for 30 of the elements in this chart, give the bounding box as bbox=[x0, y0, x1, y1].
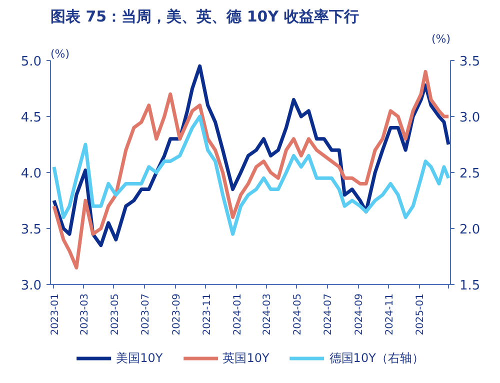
chart-title: 图表 75：当周，美、英、德 10Y 收益率下行 bbox=[50, 8, 359, 26]
y-tick-label: 3.0 bbox=[20, 278, 42, 294]
y2-tick-label: 3.5 bbox=[460, 54, 480, 70]
x-tick-label: 2023-01 bbox=[50, 293, 61, 336]
y-tick-label: 3.5 bbox=[20, 222, 42, 238]
x-tick-label: 2023-11 bbox=[202, 293, 213, 336]
y-axis-title: (%) bbox=[50, 48, 70, 60]
x-tick-label: 2023-03 bbox=[79, 293, 90, 336]
x-tick-label: 2023-07 bbox=[140, 293, 152, 336]
y2-tick-label: 2.5 bbox=[460, 166, 480, 182]
legend-label: 美国10Y bbox=[116, 350, 163, 366]
y2-tick-label: 1.5 bbox=[460, 278, 480, 294]
y-tick-label: 5.0 bbox=[20, 54, 42, 70]
y2-axis-title: (%) bbox=[431, 32, 451, 46]
x-tick-label: 2024-07 bbox=[323, 293, 334, 336]
y2-tick-label: 2.0 bbox=[460, 222, 480, 238]
legend-label: 德国10Y（右轴） bbox=[329, 350, 424, 366]
legend-label: 英国10Y bbox=[222, 350, 270, 366]
y-tick-label: 4.0 bbox=[20, 166, 42, 182]
x-tick-label: 2024-01 bbox=[232, 293, 244, 336]
line-series bbox=[52, 114, 450, 236]
x-tick-label: 2024-11 bbox=[384, 293, 396, 336]
x-tick-label: 2024-09 bbox=[354, 293, 366, 336]
y-tick-label: 4.5 bbox=[20, 110, 42, 126]
x-tick-label: 2023-05 bbox=[110, 293, 121, 336]
x-tick-label: 2023-09 bbox=[171, 293, 182, 336]
x-tick-label: 2024-05 bbox=[292, 293, 304, 336]
y2-tick-label: 3.0 bbox=[460, 110, 480, 126]
x-tick-label: 2024-03 bbox=[262, 293, 274, 336]
x-tick-label: 2025-01 bbox=[415, 293, 426, 336]
